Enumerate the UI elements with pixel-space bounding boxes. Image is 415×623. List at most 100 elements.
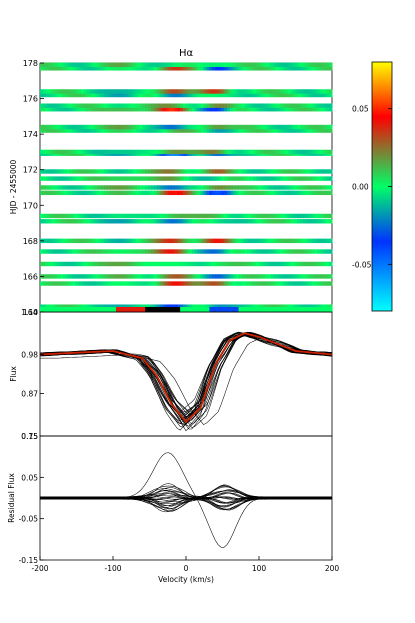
heatmap-cell xyxy=(42,261,47,267)
heatmap-cell xyxy=(267,274,272,279)
heatmap-strip-cell xyxy=(223,307,228,312)
heatmap-cell xyxy=(197,304,202,309)
heatmap-strip-cell xyxy=(326,307,330,312)
heatmap-cell xyxy=(48,107,53,112)
heatmap-cell xyxy=(133,169,137,174)
residual-y-ticks: -0.15-0.050.050.15 xyxy=(19,432,44,565)
heatmap-cell xyxy=(296,304,301,309)
heatmap-cell xyxy=(171,274,175,279)
heatmap-cell xyxy=(159,274,164,279)
heatmap-cell xyxy=(223,128,228,133)
heatmap-cell xyxy=(115,128,120,133)
heatmap-cell xyxy=(250,92,254,98)
heatmap-cell xyxy=(282,190,286,196)
heatmap-cell xyxy=(127,281,132,286)
heatmap-cell xyxy=(314,238,318,244)
heatmap-cell xyxy=(124,249,129,254)
heatmap-cell xyxy=(218,66,222,71)
heatmap-strip-cell xyxy=(107,307,111,312)
heatmap-cell xyxy=(267,128,272,133)
heatmap-strip-cell xyxy=(104,307,108,312)
heatmap-cell xyxy=(267,89,272,94)
heatmap-cell xyxy=(244,249,248,254)
heatmap-cell xyxy=(150,238,155,244)
heatmap-cell xyxy=(305,281,310,286)
heatmap-cell xyxy=(51,149,56,155)
heatmap-cell xyxy=(63,149,67,155)
heatmap-cell xyxy=(311,176,315,181)
heatmap-cell xyxy=(308,169,313,174)
heatmap-cell xyxy=(291,149,295,155)
heatmap-cell xyxy=(115,149,120,155)
heatmap-strip-cell xyxy=(232,307,237,312)
heatmap-cell xyxy=(83,103,88,108)
heatmap-cell xyxy=(51,169,56,174)
heatmap-cell xyxy=(218,219,222,224)
heatmap-cell xyxy=(261,281,266,286)
heatmap-cell xyxy=(200,62,205,67)
heatmap-cell xyxy=(329,66,333,71)
heatmap-cell xyxy=(232,149,237,155)
heatmap-cell xyxy=(42,169,47,174)
heatmap-cell xyxy=(223,281,228,286)
heatmap-cell xyxy=(110,149,114,155)
heatmap-cell xyxy=(101,219,105,224)
heatmap-cell xyxy=(232,219,237,224)
heatmap-cell xyxy=(136,176,140,181)
heatmap-cell xyxy=(294,304,298,309)
heatmap-cell xyxy=(314,185,318,190)
heatmap-cell xyxy=(279,62,283,67)
heatmap-cell xyxy=(113,176,117,181)
heatmap-cell xyxy=(264,169,269,174)
heatmap-cell xyxy=(314,107,318,112)
heatmap-cell xyxy=(270,149,275,155)
heatmap-cell xyxy=(75,66,79,71)
heatmap-cell xyxy=(311,107,315,112)
heatmap-cell xyxy=(288,66,292,71)
heatmap-cell xyxy=(60,62,64,67)
heatmap-cell xyxy=(232,62,237,67)
heatmap-cell xyxy=(156,89,161,94)
heatmap-cell xyxy=(77,213,82,219)
heatmap-cell xyxy=(136,149,140,155)
heatmap-cell xyxy=(223,185,228,190)
heatmap-cell xyxy=(40,124,44,130)
heatmap-cell xyxy=(311,238,315,244)
heatmap-cell xyxy=(148,149,152,155)
heatmap-cell xyxy=(83,213,88,219)
heatmap-cell xyxy=(83,274,88,279)
heatmap-cell xyxy=(311,281,315,286)
heatmap-cell xyxy=(180,107,184,112)
heatmap-cell xyxy=(174,281,178,286)
heatmap-cell xyxy=(276,149,280,155)
heatmap-cell xyxy=(95,103,99,108)
heatmap-cell xyxy=(40,169,44,174)
heatmap-cell xyxy=(83,89,88,94)
heatmap-cell xyxy=(264,261,269,267)
heatmap-strip-cell xyxy=(127,307,132,312)
heatmap-cell xyxy=(247,238,251,244)
heatmap-cell xyxy=(153,107,158,112)
heatmap-cell xyxy=(197,66,202,71)
heatmap-cell xyxy=(183,89,187,94)
heatmap-cell xyxy=(305,190,310,196)
heatmap-cell xyxy=(282,249,286,254)
heatmap-row xyxy=(40,238,333,244)
heatmap-row xyxy=(40,62,333,67)
heatmap-cell xyxy=(57,219,61,224)
heatmap-cell xyxy=(256,149,260,155)
heatmap-cell xyxy=(250,274,254,279)
heatmap-cell xyxy=(98,103,102,108)
heatmap-cell xyxy=(291,281,295,286)
heatmap-cell xyxy=(98,249,102,254)
heatmap-strip-cell xyxy=(115,307,120,312)
heatmap-cell xyxy=(80,169,85,174)
heatmap-cell xyxy=(86,219,91,224)
heatmap-cell xyxy=(156,66,161,71)
heatmap-cell xyxy=(150,128,155,133)
heatmap-cell xyxy=(51,66,56,71)
heatmap-cell xyxy=(250,62,254,67)
heatmap-cell xyxy=(299,190,304,196)
heatmap-cell xyxy=(48,185,53,190)
heatmap-cell xyxy=(273,128,278,133)
